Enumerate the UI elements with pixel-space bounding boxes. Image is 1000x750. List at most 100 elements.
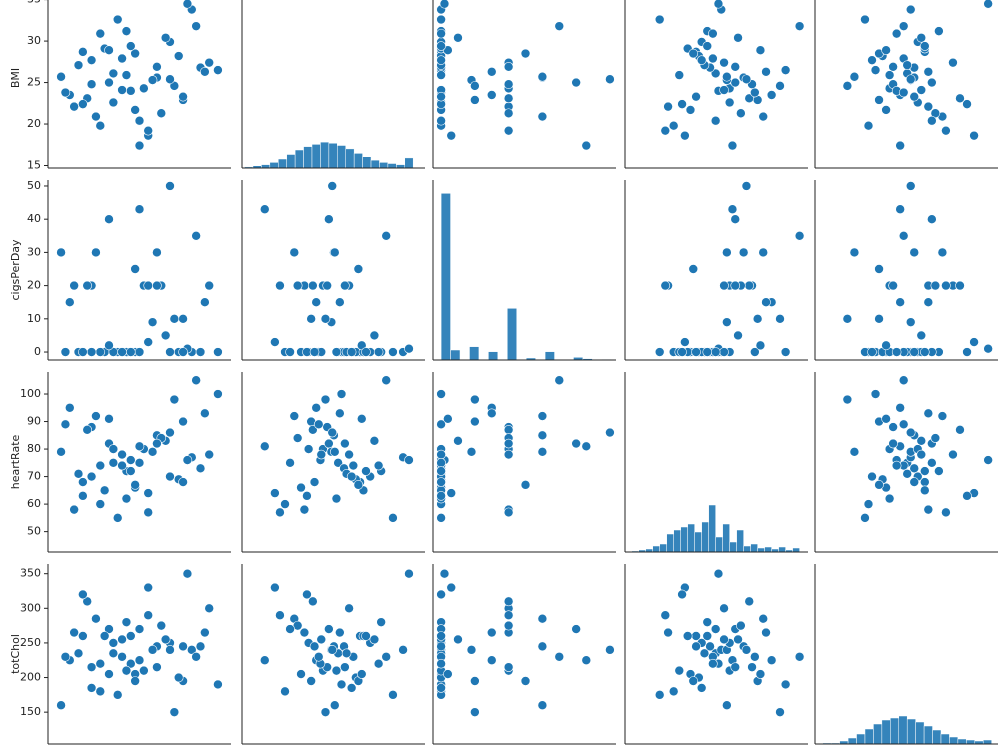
- point: [82, 424, 93, 435]
- point: [736, 620, 746, 631]
- y-tick-label: 70: [27, 470, 41, 483]
- point: [654, 690, 665, 700]
- point: [356, 669, 367, 679]
- point: [654, 347, 665, 357]
- y-tick-label: 200: [20, 671, 41, 684]
- point: [195, 463, 206, 474]
- point: [744, 93, 755, 104]
- point: [200, 66, 210, 77]
- point: [369, 436, 380, 446]
- point: [95, 499, 106, 509]
- hist-bar: [507, 308, 517, 361]
- point: [165, 181, 175, 191]
- panel: [241, 180, 425, 361]
- point: [270, 488, 280, 498]
- point: [280, 499, 290, 509]
- point: [388, 513, 398, 523]
- point: [436, 658, 446, 669]
- point: [537, 700, 548, 711]
- point: [344, 603, 354, 614]
- point: [369, 330, 380, 341]
- point: [902, 60, 913, 70]
- point: [436, 631, 446, 641]
- hist-bar: [694, 531, 702, 553]
- point: [121, 493, 132, 504]
- point: [744, 280, 755, 291]
- point: [112, 690, 123, 700]
- point: [713, 568, 724, 579]
- point: [191, 651, 201, 662]
- point: [909, 91, 920, 102]
- hist-bar: [687, 523, 695, 553]
- point: [95, 658, 106, 669]
- hist-bar: [982, 739, 992, 745]
- point: [60, 651, 71, 662]
- point: [733, 32, 743, 43]
- point: [923, 297, 934, 308]
- point: [919, 466, 930, 476]
- point: [78, 47, 88, 57]
- y-tick-label: 15: [27, 159, 41, 172]
- point: [152, 662, 162, 672]
- point: [486, 66, 497, 77]
- point: [923, 66, 934, 77]
- hist-bar: [659, 543, 667, 553]
- point: [64, 297, 75, 308]
- point: [329, 447, 340, 457]
- point: [169, 394, 180, 405]
- point: [898, 419, 909, 430]
- point: [381, 375, 392, 386]
- point: [520, 480, 531, 490]
- point: [663, 101, 673, 112]
- point: [733, 634, 743, 645]
- point: [381, 651, 392, 662]
- point: [104, 340, 114, 351]
- point: [761, 627, 771, 638]
- point: [165, 74, 175, 85]
- point: [755, 45, 766, 56]
- point: [710, 115, 721, 126]
- point: [708, 53, 718, 64]
- panel: [47, 564, 231, 745]
- point: [329, 247, 340, 258]
- point: [881, 105, 891, 115]
- hist-bar: [792, 547, 800, 553]
- hist-bar: [701, 521, 709, 553]
- point: [324, 438, 334, 449]
- point: [443, 413, 453, 424]
- point: [404, 455, 414, 465]
- point: [86, 55, 97, 65]
- panel: [814, 180, 998, 361]
- point: [874, 480, 884, 490]
- point: [752, 314, 763, 324]
- point: [874, 95, 884, 105]
- point: [682, 631, 693, 641]
- point: [56, 447, 66, 457]
- point: [730, 662, 741, 672]
- point: [346, 471, 357, 482]
- point: [95, 460, 106, 471]
- point: [867, 55, 877, 65]
- point: [439, 0, 450, 9]
- point: [160, 32, 171, 43]
- point: [680, 337, 690, 347]
- point: [316, 449, 327, 460]
- point: [722, 700, 732, 711]
- hist-bar: [286, 154, 296, 169]
- point: [668, 686, 679, 697]
- point: [340, 438, 350, 449]
- point: [125, 631, 136, 641]
- y-tick-label: 50: [27, 525, 41, 538]
- point: [705, 641, 715, 652]
- point: [719, 280, 729, 291]
- point: [213, 65, 223, 75]
- point: [909, 347, 920, 357]
- point: [722, 247, 732, 258]
- point: [104, 624, 114, 634]
- point: [398, 645, 408, 655]
- point: [60, 419, 71, 430]
- point: [348, 460, 359, 471]
- row-label: BMI: [9, 68, 22, 88]
- point: [537, 641, 548, 652]
- point: [702, 347, 713, 357]
